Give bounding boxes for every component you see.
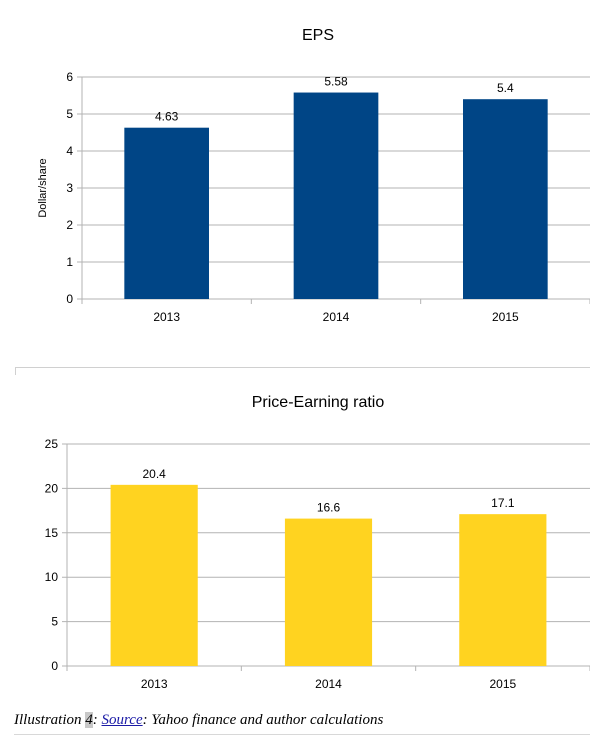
bar-2014: [284, 518, 373, 666]
bar-2013: [110, 484, 198, 666]
y-tick-label: 10: [45, 570, 59, 584]
y-tick-label: 0: [51, 659, 58, 673]
y-tick-label: 15: [45, 526, 59, 540]
y-tick-label: 4: [66, 144, 73, 158]
y-tick-label: 5: [51, 615, 58, 629]
bar-2015: [463, 99, 548, 299]
caption-separator: :: [92, 712, 102, 728]
chart-divider-tick: [15, 367, 16, 375]
caption-prefix: Illustration: [14, 712, 86, 728]
y-tick-label: 3: [66, 181, 73, 195]
chart-divider: [15, 367, 590, 368]
bar-2014: [293, 92, 379, 299]
chart-title: EPS: [302, 27, 334, 44]
y-axis-title: Dollar/share: [37, 158, 49, 217]
x-tick-label: 2014: [315, 677, 342, 691]
x-tick-label: 2015: [489, 677, 516, 691]
figure-caption: Illustration 4: Source: Yahoo finance an…: [14, 712, 383, 729]
y-tick-label: 0: [66, 292, 73, 306]
data-label: 16.6: [317, 501, 341, 515]
bar-2013: [124, 127, 209, 299]
caption-rule: [14, 734, 590, 735]
caption-text: : Yahoo finance and author calculations: [142, 712, 384, 728]
y-tick-label: 20: [45, 481, 59, 495]
caption-number: 4: [85, 712, 93, 728]
y-tick-label: 1: [66, 255, 73, 269]
caption-source-link[interactable]: Source: [101, 712, 143, 728]
x-tick-label: 2014: [323, 310, 350, 324]
price-earning-chart: Price-Earning ratio 0 5 10 15 20 25 20.4 2013 16.…: [45, 394, 590, 691]
data-label: 17.1: [491, 496, 515, 510]
y-tick-label: 5: [66, 107, 73, 121]
x-tick-label: 2013: [141, 677, 168, 691]
y-tick-label: 2: [66, 218, 73, 232]
bar-2015: [459, 514, 547, 666]
y-tick-label: 25: [45, 437, 59, 451]
data-label: 20.4: [142, 467, 166, 481]
data-label: 5.58: [324, 75, 348, 89]
y-tick-label: 6: [66, 70, 73, 84]
eps-chart: EPS 0 1 2 3 4 5 6 4.63 2013 5.58 2014 5.4 2015 Dollar/…: [37, 27, 590, 324]
x-tick-label: 2013: [153, 310, 180, 324]
data-label: 5.4: [497, 81, 514, 95]
x-tick-label: 2015: [492, 310, 519, 324]
data-label: 4.63: [155, 110, 179, 124]
chart-title: Price-Earning ratio: [252, 394, 385, 411]
